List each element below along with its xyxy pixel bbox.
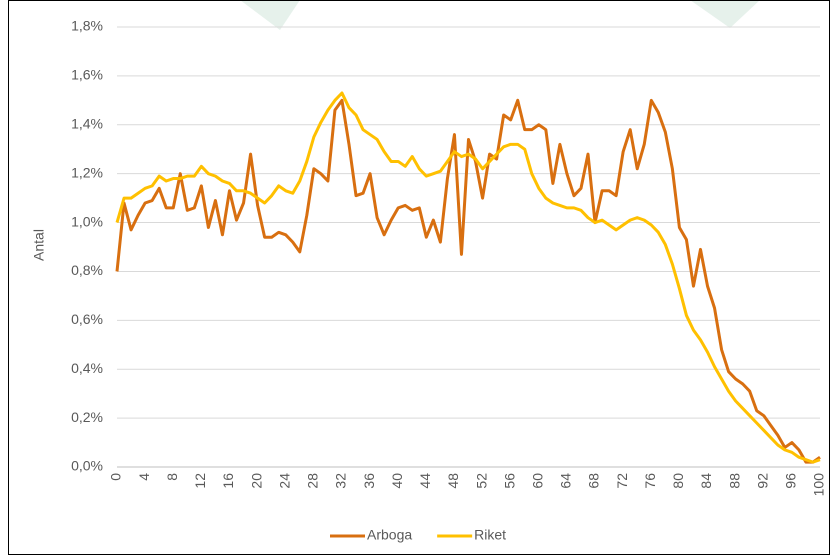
x-tick-label: 100	[811, 473, 827, 497]
background-shape	[690, 0, 760, 28]
y-tick-label: 0,4%	[71, 360, 103, 376]
x-tick-label: 24	[276, 473, 292, 489]
x-tick-label: 60	[530, 473, 546, 489]
data-line	[115, 91, 821, 464]
y-tick-label: 1,0%	[71, 213, 103, 229]
x-tick-label: 68	[586, 473, 602, 489]
x-tick-label: 48	[445, 473, 461, 489]
x-tick-label: 96	[783, 473, 799, 489]
x-tick-label: 16	[220, 473, 236, 489]
x-tick-label: 32	[333, 473, 349, 489]
y-tick-label: 1,4%	[71, 115, 103, 131]
x-tick-label: 28	[305, 473, 321, 489]
x-tick-label: 44	[417, 473, 433, 489]
legend-label: Arboga	[367, 527, 412, 543]
data-line	[115, 98, 821, 464]
y-tick-label: 0,6%	[71, 311, 103, 327]
x-tick-label: 36	[361, 473, 377, 489]
x-tick-label: 12	[192, 473, 208, 489]
x-tick-label: 8	[164, 473, 180, 481]
legend-label: Riket	[474, 527, 506, 543]
y-tick-label: 0,8%	[71, 262, 103, 278]
x-tick-label: 20	[248, 473, 264, 489]
y-tick-label: 0,2%	[71, 409, 103, 425]
chart-border	[8, 0, 830, 555]
y-tick-label: 1,8%	[71, 18, 103, 34]
y-tick-label: 1,6%	[71, 67, 103, 83]
x-tick-label: 88	[726, 473, 742, 489]
x-tick-label: 0	[108, 473, 124, 481]
y-axis-title: Antal	[31, 229, 47, 261]
x-tick-label: 52	[473, 473, 489, 489]
x-tick-label: 64	[558, 473, 574, 489]
background-shape	[240, 0, 300, 30]
y-tick-label: 0,0%	[71, 458, 103, 474]
x-tick-label: 92	[754, 473, 770, 489]
y-tick-label: 1,2%	[71, 164, 103, 180]
x-tick-label: 40	[389, 473, 405, 489]
x-tick-label: 72	[614, 473, 630, 489]
x-tick-label: 76	[642, 473, 658, 489]
x-tick-label: 4	[136, 473, 152, 481]
x-tick-label: 84	[698, 473, 714, 489]
x-tick-label: 80	[670, 473, 686, 489]
x-tick-label: 56	[501, 473, 517, 489]
